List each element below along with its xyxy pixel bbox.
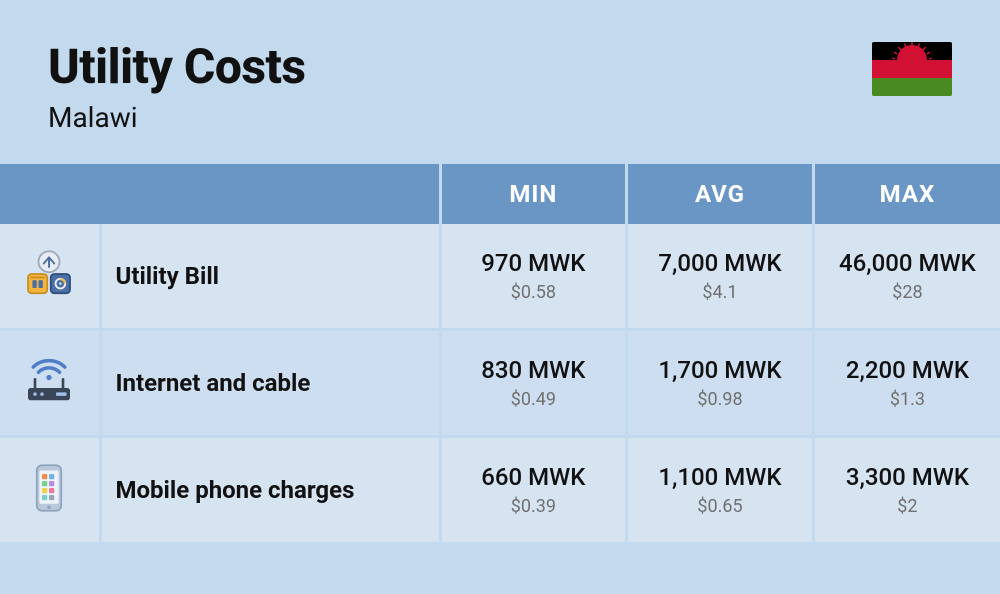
value-main: 7,000 MWK [642,249,798,278]
value-main: 1,100 MWK [642,463,798,492]
value-main: 3,300 MWK [829,463,986,492]
value-sub: $0.65 [642,496,798,517]
table-row: Utility Bill 970 MWK $0.58 7,000 MWK $4.… [0,224,1000,330]
value-sub: $2 [829,496,986,517]
col-header-avg: AVG [627,164,814,224]
table-header-row: MIN AVG MAX [0,164,1000,224]
cell-min: 830 MWK $0.49 [440,330,627,437]
value-sub: $0.58 [456,282,612,303]
cell-avg: 7,000 MWK $4.1 [627,224,814,330]
cell-max: 3,300 MWK $2 [813,437,1000,543]
value-main: 660 MWK [456,463,612,492]
table-header-blank [0,164,440,224]
cell-max: 46,000 MWK $28 [813,224,1000,330]
row-label-cell: Utility Bill [100,224,440,330]
page-title: Utility Costs [48,38,306,95]
value-sub: $1.3 [829,389,986,410]
router-icon [0,330,100,437]
col-header-max: MAX [813,164,1000,224]
table-row: Internet and cable 830 MWK $0.49 1,700 M… [0,330,1000,437]
smartphone-icon [0,437,100,543]
table-row: Mobile phone charges 660 MWK $0.39 1,100… [0,437,1000,543]
header: Utility Costs Malawi [0,0,1000,164]
title-block: Utility Costs Malawi [48,38,306,134]
row-label: Internet and cable [116,369,311,397]
cell-min: 660 MWK $0.39 [440,437,627,543]
row-label: Mobile phone charges [116,476,355,504]
row-label: Utility Bill [116,262,220,290]
value-sub: $4.1 [642,282,798,303]
cell-min: 970 MWK $0.58 [440,224,627,330]
value-main: 830 MWK [456,356,612,385]
country-label: Malawi [48,101,306,134]
value-main: 2,200 MWK [829,356,986,385]
utility-bill-icon [0,224,100,330]
row-label-cell: Internet and cable [100,330,440,437]
row-label-cell: Mobile phone charges [100,437,440,543]
cell-max: 2,200 MWK $1.3 [813,330,1000,437]
value-sub: $0.39 [456,496,612,517]
value-main: 970 MWK [456,249,612,278]
value-sub: $0.49 [456,389,612,410]
value-main: 46,000 MWK [829,249,986,278]
value-sub: $28 [829,282,986,303]
col-header-min: MIN [440,164,627,224]
cell-avg: 1,700 MWK $0.98 [627,330,814,437]
value-sub: $0.98 [642,389,798,410]
cost-table: MIN AVG MAX Ut [0,164,1000,542]
value-main: 1,700 MWK [642,356,798,385]
flag-malawi-icon [872,42,952,96]
cell-avg: 1,100 MWK $0.65 [627,437,814,543]
